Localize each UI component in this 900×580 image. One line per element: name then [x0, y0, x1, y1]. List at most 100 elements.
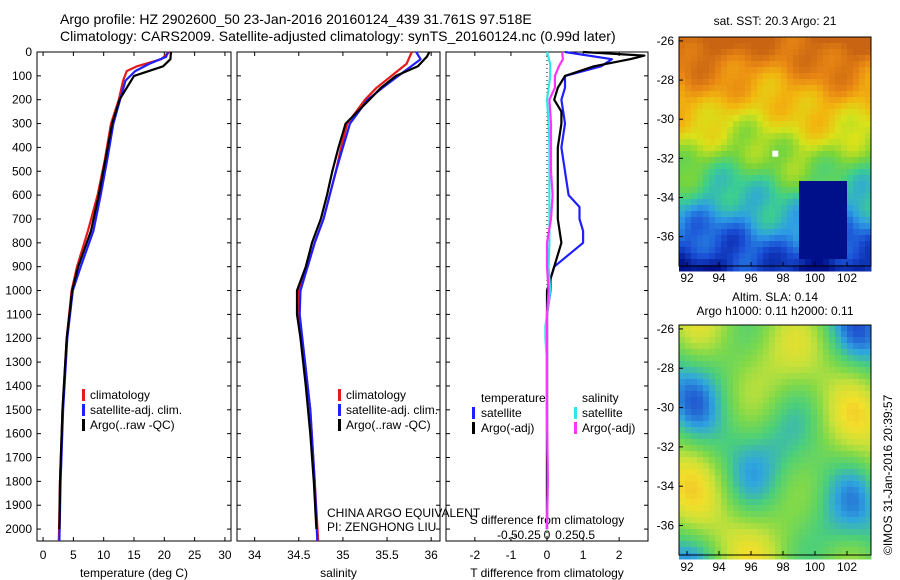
map-cell: [847, 481, 854, 488]
map-cell: [841, 61, 848, 68]
map-cell: [811, 235, 818, 242]
map-cell: [829, 253, 836, 260]
map-cell: [703, 85, 710, 92]
map-cell: [781, 199, 788, 206]
map-cell: [799, 79, 806, 86]
map-cell: [793, 499, 800, 506]
map-cell: [775, 241, 782, 248]
map-cell: [853, 73, 860, 80]
map-cell: [691, 205, 698, 212]
map-cell: [811, 73, 818, 80]
map-cell: [697, 547, 704, 554]
map-cell: [829, 169, 836, 176]
map-cell: [829, 199, 836, 206]
map-cell: [793, 139, 800, 146]
map-cell: [739, 235, 746, 242]
map-cell: [817, 175, 824, 182]
map-cell: [763, 115, 770, 122]
map-cell: [679, 151, 686, 158]
map-cell: [697, 481, 704, 488]
map-cell: [745, 181, 752, 188]
map-cell: [799, 409, 806, 416]
map-cell: [685, 541, 692, 548]
map-cell: [823, 385, 830, 392]
map-cell: [817, 409, 824, 416]
map-cell: [715, 181, 722, 188]
map-cell: [763, 253, 770, 260]
map-cell: [787, 85, 794, 92]
map-cell: [775, 223, 782, 230]
map-cell: [757, 397, 764, 404]
map-cell: [859, 325, 866, 332]
map-cell: [703, 67, 710, 74]
map-cell: [691, 475, 698, 482]
map-cell: [787, 505, 794, 512]
map-cell: [685, 343, 692, 350]
map-cell: [847, 487, 854, 494]
map-cell: [709, 535, 716, 542]
map-cell: [841, 211, 848, 218]
map-cell: [781, 499, 788, 506]
map-cell: [775, 187, 782, 194]
map-cell: [865, 445, 872, 452]
map-cell: [703, 241, 710, 248]
map-cell: [757, 163, 764, 170]
map-cell: [769, 37, 776, 44]
map-cell: [799, 133, 806, 140]
map-cell: [697, 343, 704, 350]
map-cell: [763, 403, 770, 410]
map-cell: [709, 349, 716, 356]
map-cell: [697, 469, 704, 476]
map-cell: [727, 139, 734, 146]
map-cell: [709, 337, 716, 344]
map-cell: [859, 133, 866, 140]
map-cell: [781, 505, 788, 512]
map-cell: [775, 445, 782, 452]
map-cell: [859, 103, 866, 110]
map-cell: [727, 145, 734, 152]
map-cell: [847, 451, 854, 458]
map-cell: [853, 217, 860, 224]
map-cell: [727, 529, 734, 536]
map-cell: [763, 457, 770, 464]
map-cell: [799, 157, 806, 164]
map-cell: [691, 115, 698, 122]
imos-stamp: ©IMOS 31-Jan-2016 20:39:57: [881, 394, 895, 555]
map-cell: [781, 193, 788, 200]
map-cell: [757, 97, 764, 104]
map-cell: [865, 91, 872, 98]
map-cell: [691, 91, 698, 98]
map-cell: [793, 451, 800, 458]
map-cell: [781, 241, 788, 248]
x-tick-label: 98: [776, 560, 790, 574]
map-cell: [835, 247, 842, 254]
map-cell: [769, 457, 776, 464]
map-cell: [751, 223, 758, 230]
map-cell: [805, 139, 812, 146]
map-cell: [841, 493, 848, 500]
map-cell: [799, 181, 806, 188]
map-cell: [739, 331, 746, 338]
map-cell: [817, 493, 824, 500]
map-cell: [787, 373, 794, 380]
map-cell: [799, 451, 806, 458]
map-cell: [793, 469, 800, 476]
map-cell: [835, 121, 842, 128]
map-cell: [787, 409, 794, 416]
plot-frame: [36, 51, 232, 542]
map-cell: [829, 511, 836, 518]
map-cell: [709, 241, 716, 248]
map-cell: [817, 481, 824, 488]
map-cell: [685, 385, 692, 392]
map-cell: [751, 193, 758, 200]
map-cell: [793, 205, 800, 212]
map-cell: [697, 241, 704, 248]
map-cell: [811, 223, 818, 230]
map-cell: [685, 373, 692, 380]
map-cell: [787, 193, 794, 200]
map-cell: [721, 145, 728, 152]
map-cell: [823, 457, 830, 464]
map-cell: [745, 169, 752, 176]
map-cell: [865, 253, 872, 260]
map-cell: [727, 511, 734, 518]
